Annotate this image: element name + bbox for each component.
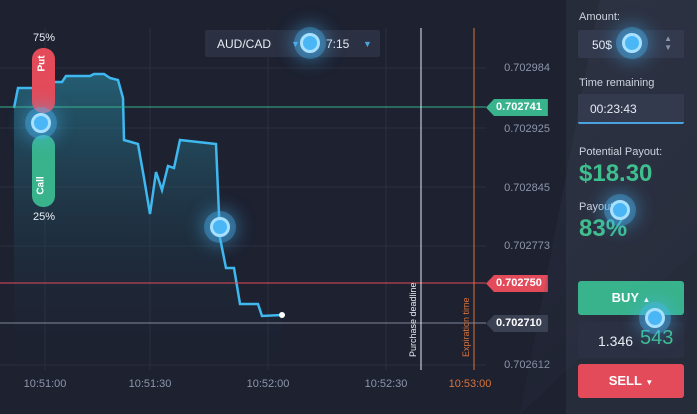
expiration-time-label: Expiration time (461, 297, 471, 357)
buy-button[interactable]: BUY ▲ (578, 281, 684, 315)
time-remaining-field[interactable]: 00:23:43 (578, 94, 684, 124)
price-chart[interactable] (0, 0, 566, 414)
time-remaining-value: 00:23:43 (590, 102, 637, 116)
payout-percent-label: Payout (579, 201, 614, 213)
call-label: Call (35, 176, 47, 195)
potential-payout-label: Potential Payout: (579, 146, 663, 158)
arrow-up-icon: ▲ (642, 295, 651, 304)
put-label: Put (36, 55, 48, 72)
y-tick: 0.702925 (504, 123, 550, 135)
x-tick: 10:51:00 (23, 378, 67, 390)
put-percent: 75% (33, 32, 56, 44)
amount-label: Amount: (579, 11, 620, 23)
y-tick: 0.702773 (504, 240, 550, 252)
price-display: 1.346 543 (578, 322, 684, 358)
asset-selector[interactable]: AUD/CAD ▼ 7:15 ▼ (205, 30, 380, 57)
call-percent: 25% (33, 211, 56, 223)
stepper-icon[interactable]: ▲ ▼ (664, 34, 672, 52)
timeframe-chevron-icon[interactable]: ▼ (363, 39, 372, 49)
x-tick: 10:51:30 (128, 378, 172, 390)
y-tick: 0.702612 (504, 359, 550, 371)
buy-label: BUY (611, 290, 639, 305)
amount-field[interactable]: 50$ ▲ ▼ (578, 30, 684, 58)
current-price-tag: 0.702710 (486, 315, 548, 332)
y-tick: 0.702845 (504, 182, 550, 194)
sell-button[interactable]: SELL ▼ (578, 364, 684, 398)
current-point (279, 312, 285, 318)
amount-value: 50$ (592, 38, 613, 52)
timeframe-value: 7:15 (326, 37, 350, 51)
red-price-tag: 0.702750 (486, 275, 548, 292)
price-prefix: 1.346 (598, 333, 634, 349)
y-tick: 0.702984 (504, 62, 550, 74)
potential-payout-value: $18.30 (579, 160, 653, 187)
x-tick: 10:52:00 (246, 378, 290, 390)
arrow-down-icon: ▼ (645, 378, 654, 387)
time-remaining-label: Time remaining (579, 77, 655, 89)
x-tick: 10:52:30 (364, 378, 408, 390)
chevron-down-icon[interactable]: ▼ (291, 39, 300, 49)
x-tick-expiration: 10:53:00 (448, 378, 492, 390)
call-bar[interactable]: Call (32, 135, 55, 207)
sell-label: SELL (608, 373, 642, 388)
chart-area[interactable]: AUD/CAD ▼ 7:15 ▼ 75% Put Call 25% 0.7029… (0, 0, 566, 414)
purchase-deadline-label: Purchase deadline (408, 282, 418, 357)
green-price-tag: 0.702741 (486, 99, 548, 116)
price-suffix: 543 (640, 327, 674, 349)
asset-pair: AUD/CAD (217, 37, 272, 51)
put-bar[interactable]: Put (32, 48, 55, 113)
price-line (12, 72, 283, 318)
payout-percent-value: 83% (579, 215, 628, 242)
